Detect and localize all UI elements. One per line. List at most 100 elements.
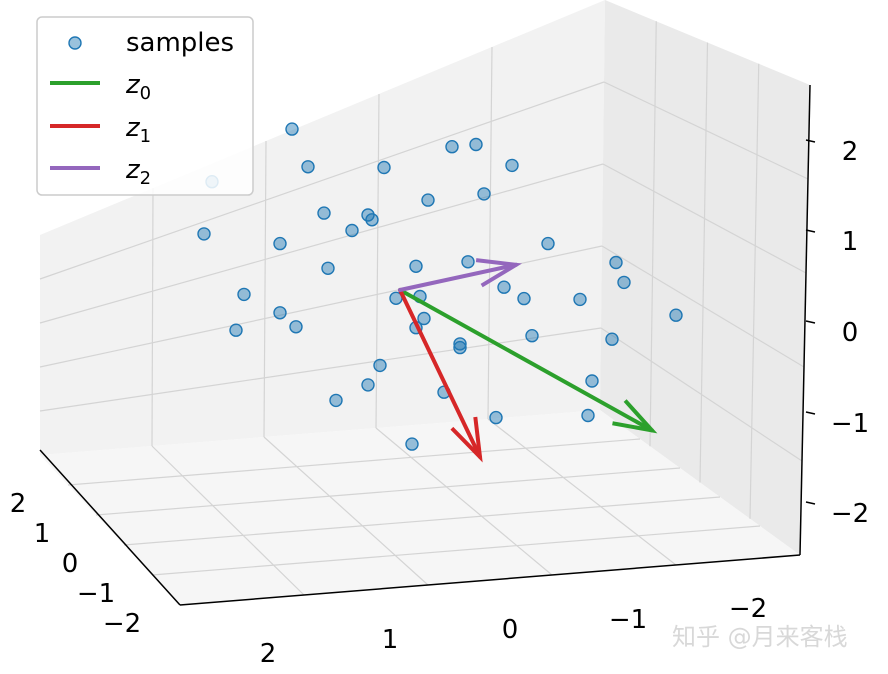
sample-point (229, 323, 243, 337)
x-tick-label: 0 (502, 615, 519, 645)
sample-point (329, 393, 343, 408)
sample-point (453, 337, 467, 351)
floor-grid-line (151, 525, 761, 576)
legend-label-samples: samples (126, 28, 234, 58)
y-tick-label: 1 (34, 519, 51, 549)
back-grid-vertical (151, 187, 154, 447)
right-grid-horizontal (602, 163, 807, 274)
legend-box (36, 16, 254, 196)
sample-point (273, 236, 287, 251)
sample-point (237, 287, 251, 302)
z-tick-mark (805, 229, 816, 233)
floor-grid-line (95, 467, 681, 516)
sample-point (605, 332, 619, 346)
sample-point (573, 292, 587, 307)
y-tick-label: −1 (77, 579, 115, 609)
back-grid-horizontal (39, 81, 605, 280)
sample-point (361, 378, 375, 392)
right-grid-horizontal (601, 245, 805, 368)
sample-point (377, 160, 391, 175)
z-tick-mark (805, 320, 816, 324)
x-tick-label: 1 (382, 625, 399, 655)
sample-point (421, 193, 435, 207)
sample-point (321, 261, 335, 275)
arrow-z0-head (612, 399, 658, 434)
sample-point (581, 408, 595, 423)
z-tick-mark (805, 411, 816, 415)
sample-point (497, 280, 511, 294)
z-tick-mark (805, 501, 816, 505)
sample-point (669, 308, 683, 322)
back-grid-vertical (487, 46, 493, 420)
sample-point (469, 137, 483, 152)
z-axis-line (799, 84, 811, 556)
sample-point (585, 374, 599, 388)
back-pane (40, 0, 605, 455)
x-tick-label: −1 (609, 605, 647, 635)
sample-point (285, 122, 299, 136)
right-grid-horizontal (600, 327, 803, 462)
sample-point (617, 275, 631, 290)
right-grid-horizontal (603, 81, 809, 180)
z-tick-label: −2 (831, 499, 869, 529)
right-grid-vertical (749, 63, 760, 519)
floor-grid-line (67, 438, 641, 486)
z-tick-label: 1 (842, 227, 859, 257)
back-grid-horizontal (39, 163, 604, 324)
sample-point (461, 255, 475, 269)
floor-grid-line (123, 496, 721, 546)
vector-arrows (398, 258, 658, 463)
arrow-z0-shaft (398, 288, 654, 433)
x-axis-line (179, 554, 801, 606)
z-tick-mark (805, 139, 816, 143)
sample-point (541, 236, 555, 251)
y-axis-line (39, 449, 181, 606)
arrow-z2-head (475, 258, 523, 288)
right-grid-vertical (649, 21, 657, 447)
arrow-z1-head (450, 416, 483, 463)
sample-point (197, 227, 211, 241)
right-grid-vertical (699, 42, 709, 483)
sample-point (417, 311, 431, 326)
sample-point (317, 206, 331, 220)
back-grid-horizontal (39, 327, 602, 412)
back-grid-vertical (375, 93, 380, 429)
sample-point (405, 437, 419, 451)
grid-lines (39, 21, 809, 596)
floor-grid-line (151, 445, 305, 596)
floor-grid-line (375, 427, 553, 576)
axes (39, 84, 811, 606)
floor-grid-line (263, 436, 429, 586)
sample-point (477, 187, 491, 201)
arrow-z2-shaft (398, 262, 518, 292)
sample-point (409, 259, 423, 273)
sample-point (273, 306, 287, 320)
sample-point (445, 139, 459, 154)
sample-point (373, 358, 387, 373)
sample-point (489, 410, 503, 425)
sample-point (517, 291, 531, 306)
back-grid-vertical (263, 140, 267, 438)
sample-point (505, 158, 519, 173)
arrow-z1-shaft (398, 288, 482, 459)
sample-point (365, 213, 379, 227)
floor-grid-line (487, 418, 677, 566)
sample-point (289, 320, 303, 334)
sample-point (345, 223, 359, 238)
legend-label-z0: z0 (125, 70, 151, 104)
sample-point (609, 255, 623, 270)
z-tick-label: 2 (842, 137, 859, 167)
x-tick-label: 2 (260, 639, 277, 669)
legend-marker-samples (68, 36, 82, 50)
sample-point (525, 329, 539, 343)
sample-point (301, 160, 315, 174)
legend-label-z1: z1 (125, 113, 151, 147)
y-tick-label: −2 (103, 609, 141, 639)
sample-point (453, 340, 467, 355)
z-tick-label: 0 (842, 318, 859, 348)
x-tick-label: −2 (729, 594, 767, 624)
floor-pane (40, 410, 800, 605)
watermark-text: 知乎 @月来客栈 (672, 623, 848, 651)
